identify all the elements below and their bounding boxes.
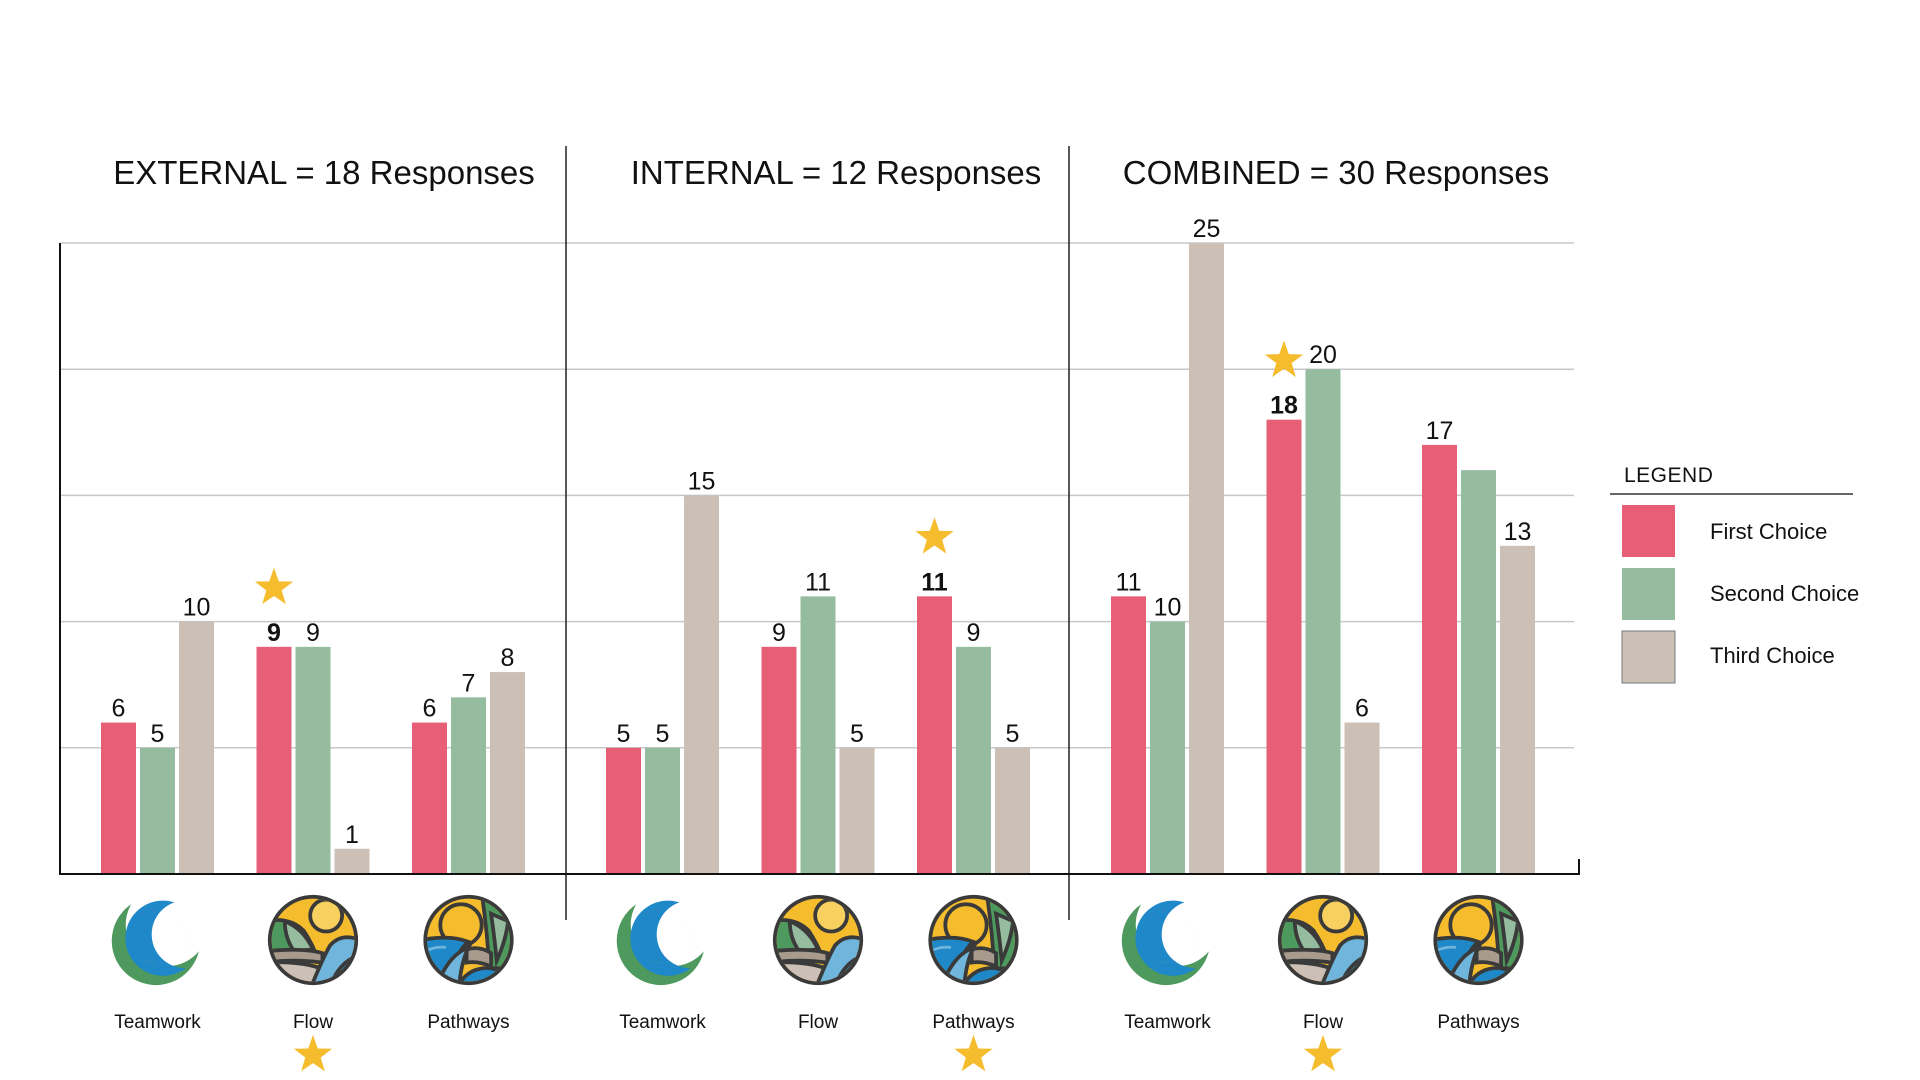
value-label-internal-teamwork-third-choice: 15 [688,467,716,495]
bar-combined-teamwork-second-choice [1150,621,1185,874]
value-label-external-flow-third-choice: 1 [345,821,359,849]
bar-external-pathways-third-choice [490,672,525,874]
category-label-internal-flow: Flow [798,1012,838,1033]
star-icon [1303,1034,1343,1072]
bar-external-teamwork-second-choice [140,747,175,874]
flow-landscape-icon [266,893,360,987]
star-icon [954,1034,993,1072]
panel-title-internal: INTERNAL = 12 Responses [631,154,1042,191]
bar-external-flow-second-choice [295,646,331,874]
value-label-external-teamwork-third-choice: 10 [183,594,211,622]
teamwork-rings-icon [1121,900,1209,986]
legend-swatch-third [1621,630,1676,684]
axes [59,243,1580,875]
teamwork-rings-icon [616,900,704,986]
pathways-landscape-icon [422,893,516,987]
legend-swatch-second [1622,568,1675,620]
category-label-internal-teamwork: Teamwork [619,1012,706,1033]
bar-external-flow-first-choice [256,646,292,874]
bar-external-pathways-first-choice [412,722,447,874]
value-label-combined-teamwork-third-choice: 25 [1193,215,1221,243]
bar-external-pathways-second-choice [451,697,486,874]
value-label-internal-flow-third-choice: 5 [850,720,864,748]
bar-external-flow-third-choice [334,848,370,874]
bar-combined-pathways-second-choice [1461,470,1496,874]
legend-item-third-choice: Third Choice [1621,630,1835,684]
bar-internal-teamwork-first-choice [606,747,641,874]
legend: LEGEND First Choice Second Choice Third … [1610,464,1859,684]
category-label-combined-teamwork: Teamwork [1124,1012,1211,1033]
legend-item-first-choice: First Choice [1622,505,1827,557]
value-label-internal-pathways-second-choice: 9 [967,619,981,647]
pathways-landscape-icon [927,893,1021,987]
panel-title-combined: COMBINED = 30 Responses [1123,154,1549,191]
legend-item-second-choice: Second Choice [1622,568,1859,620]
value-label-combined-teamwork-first-choice: 11 [1116,568,1142,596]
star-icon [254,567,294,605]
value-label-combined-flow-second-choice: 20 [1309,341,1337,369]
bars [101,243,1535,874]
category-label-combined-pathways: Pathways [1437,1012,1519,1033]
bar-internal-teamwork-second-choice [645,747,680,874]
value-label-external-teamwork-second-choice: 5 [151,720,165,748]
star-icon [1264,340,1304,377]
panel-titles: EXTERNAL = 18 Responses INTERNAL = 12 Res… [113,154,1549,191]
value-label-combined-flow-third-choice: 6 [1355,695,1369,723]
bar-internal-pathways-third-choice [995,747,1030,874]
value-label-combined-pathways-third-choice: 13 [1504,518,1532,546]
legend-title: LEGEND [1624,464,1713,487]
bar-combined-flow-third-choice [1344,722,1380,874]
flow-landscape-icon [1276,893,1370,987]
bar-internal-flow-third-choice [839,747,875,874]
bar-internal-pathways-second-choice [956,646,991,874]
bar-combined-teamwork-third-choice [1189,243,1224,874]
category-label-external-flow: Flow [293,1012,333,1033]
bar-internal-flow-first-choice [761,646,797,874]
bar-combined-flow-second-choice [1305,369,1341,874]
bar-combined-pathways-first-choice [1422,444,1457,874]
flow-landscape-icon [771,893,865,987]
bar-combined-pathways-third-choice [1500,545,1535,874]
bar-external-teamwork-third-choice [179,621,214,874]
bar-internal-pathways-first-choice [917,596,952,874]
bar-combined-teamwork-first-choice [1111,596,1146,874]
category-label-internal-pathways: Pathways [932,1012,1014,1033]
legend-label-third: Third Choice [1710,643,1835,668]
value-label-internal-teamwork-first-choice: 5 [617,720,631,748]
teamwork-rings-icon [111,900,199,986]
value-label-internal-teamwork-second-choice: 5 [656,720,670,748]
panel-dividers [565,146,1070,920]
legend-label-first: First Choice [1710,519,1827,544]
value-label-combined-pathways-first-choice: 17 [1426,417,1454,445]
value-label-internal-flow-first-choice: 9 [772,619,786,647]
legend-swatch-first [1622,505,1675,557]
bar-combined-flow-first-choice [1266,419,1302,874]
category-label-external-pathways: Pathways [427,1012,509,1033]
value-label-external-pathways-third-choice: 8 [501,644,515,672]
value-label-external-pathways-first-choice: 6 [423,695,437,723]
value-label-external-teamwork-first-choice: 6 [112,695,126,723]
value-label-external-flow-second-choice: 9 [306,619,320,647]
value-label-internal-pathways-first-choice: 11 [921,568,948,596]
value-label-external-pathways-second-choice: 7 [462,669,476,697]
pathways-landscape-icon [1432,893,1526,987]
star-icon [915,517,954,554]
value-label-external-flow-first-choice: 9 [267,619,281,647]
value-label-combined-flow-first-choice: 18 [1270,392,1298,420]
bar-external-teamwork-first-choice [101,722,136,874]
star-icon [293,1034,333,1072]
legend-label-second: Second Choice [1710,581,1859,606]
value-label-internal-flow-second-choice: 11 [805,568,831,596]
category-label-external-teamwork: Teamwork [114,1012,201,1033]
bar-internal-flow-second-choice [800,596,836,874]
value-label-internal-pathways-third-choice: 5 [1006,720,1020,748]
value-label-combined-teamwork-second-choice: 10 [1154,594,1182,622]
category-label-combined-flow: Flow [1303,1012,1343,1033]
panel-title-external: EXTERNAL = 18 Responses [113,154,535,191]
category-axis: Teamwork Flow Pathways Teamwork Flow Pathways… [111,893,1526,1072]
bar-internal-teamwork-third-choice [684,495,719,874]
